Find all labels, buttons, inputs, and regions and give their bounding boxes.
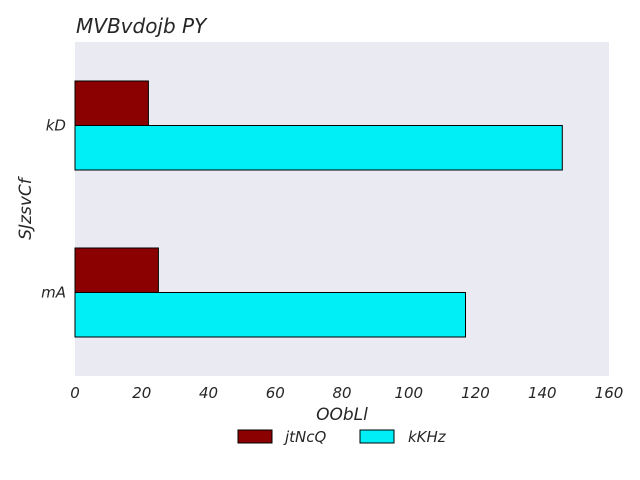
legend-label-kKHz: kKHz	[408, 428, 447, 446]
legend-swatch-kKHz	[359, 429, 395, 444]
bars-layer	[74, 80, 563, 338]
bar-jtNcQ-kD	[74, 80, 149, 126]
legend-label-jtNcQ: jtNcQ	[283, 428, 327, 446]
bar-kKHz-kD	[74, 125, 563, 171]
x-tick-label-40: 40	[199, 384, 218, 402]
bar-jtNcQ-mA	[74, 247, 159, 293]
x-tick-label-0: 0	[70, 384, 80, 402]
y-tick-label-kD: kD	[46, 117, 66, 135]
x-tick-label-160: 160	[595, 384, 624, 402]
x-tick-label-80: 80	[332, 384, 351, 402]
y-tick-label-mA: mA	[41, 284, 66, 302]
bar-kKHz-mA	[74, 292, 466, 338]
chart-title: MVBvdojb PY	[76, 14, 208, 38]
y-tick-labels: mA kD	[41, 117, 66, 302]
x-tick-labels: 0 20 40 60 80 100 120 140 160	[70, 384, 623, 402]
x-tick-label-100: 100	[394, 384, 423, 402]
x-tick-label-140: 140	[528, 384, 557, 402]
x-tick-label-20: 20	[132, 384, 151, 402]
x-tick-label-120: 120	[461, 384, 490, 402]
legend-swatch-jtNcQ	[237, 429, 273, 444]
x-axis-label: OObLl	[316, 405, 368, 425]
y-axis-label: SJzsvCf	[16, 175, 36, 240]
legend: jtNcQ kKHz	[237, 428, 447, 446]
x-tick-label-60: 60	[266, 384, 285, 402]
